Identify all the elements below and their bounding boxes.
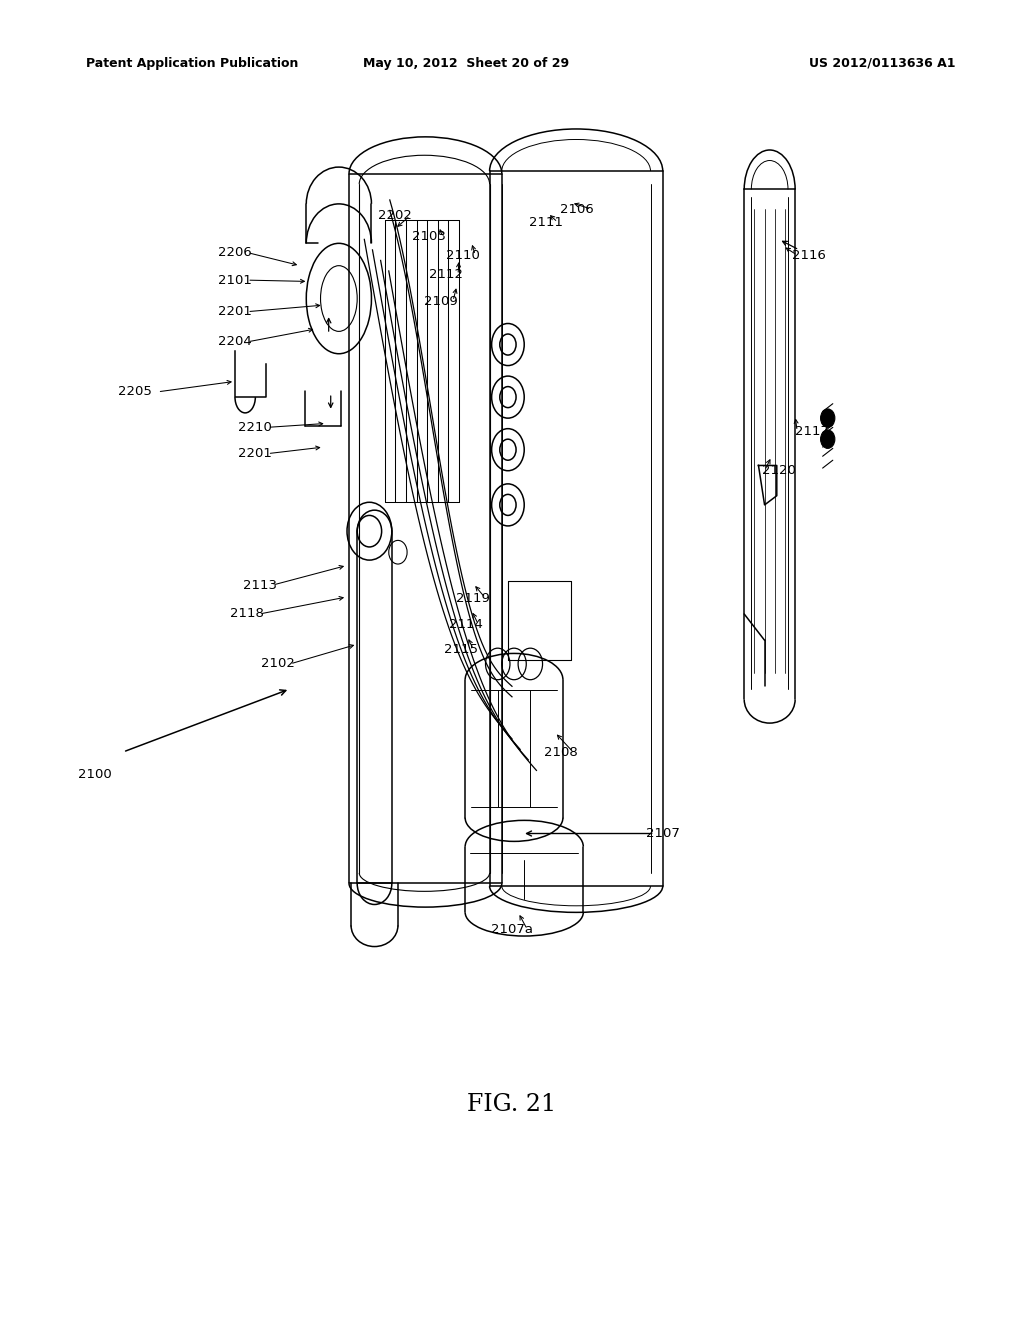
Text: 2100: 2100 (78, 768, 112, 781)
Text: 2106: 2106 (560, 203, 594, 215)
Text: 2102: 2102 (261, 657, 295, 671)
Text: 2206: 2206 (218, 246, 252, 259)
Text: 2205: 2205 (118, 385, 153, 399)
Text: 2202: 2202 (378, 209, 412, 222)
Text: 2110: 2110 (446, 248, 480, 261)
Text: 2118: 2118 (230, 607, 264, 620)
Text: 2113: 2113 (244, 578, 278, 591)
Circle shape (820, 430, 835, 449)
Text: May 10, 2012  Sheet 20 of 29: May 10, 2012 Sheet 20 of 29 (364, 57, 569, 70)
Text: 2101: 2101 (218, 273, 252, 286)
Text: 2117: 2117 (796, 425, 829, 438)
Text: 2201: 2201 (218, 305, 252, 318)
Text: 2108: 2108 (544, 746, 578, 759)
Text: FIG. 21: FIG. 21 (467, 1093, 557, 1115)
Text: 2111: 2111 (528, 215, 562, 228)
Circle shape (820, 409, 835, 428)
Text: 2115: 2115 (444, 643, 478, 656)
Text: 2120: 2120 (762, 465, 796, 478)
Text: Patent Application Publication: Patent Application Publication (86, 57, 299, 70)
Text: 2109: 2109 (424, 294, 458, 308)
Text: 2201: 2201 (239, 447, 272, 461)
Text: 2114: 2114 (450, 618, 483, 631)
Text: 2116: 2116 (793, 248, 826, 261)
Text: 2107a: 2107a (490, 923, 534, 936)
Text: 2107: 2107 (646, 828, 680, 840)
Text: 2103: 2103 (412, 230, 445, 243)
Text: 2204: 2204 (218, 335, 252, 348)
Text: 2112: 2112 (429, 268, 463, 281)
Text: US 2012/0113636 A1: US 2012/0113636 A1 (809, 57, 955, 70)
Text: 2210: 2210 (239, 421, 272, 434)
Text: 2119: 2119 (457, 591, 490, 605)
